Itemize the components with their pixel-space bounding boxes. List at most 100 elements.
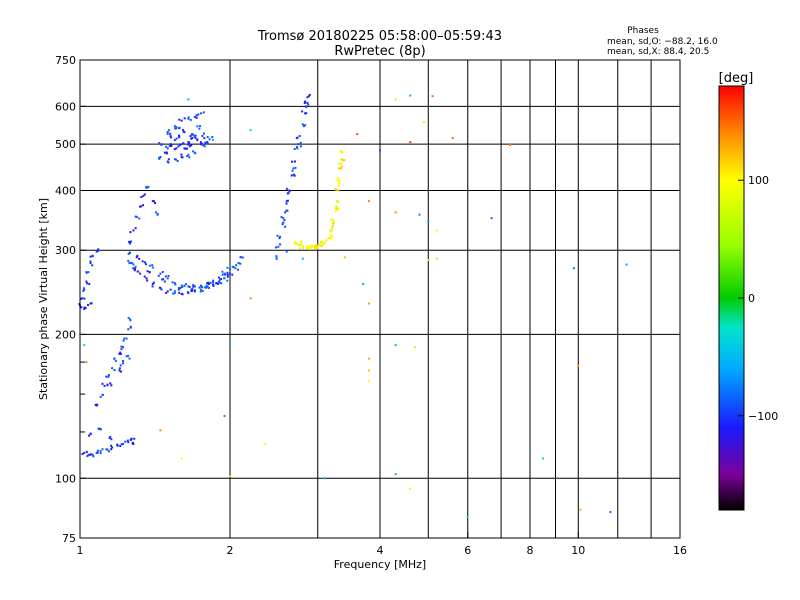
data-point: [187, 98, 190, 101]
data-point: [122, 339, 125, 342]
data-point: [96, 451, 99, 454]
data-point: [189, 135, 192, 138]
data-point: [146, 279, 149, 282]
data-point: [338, 181, 341, 184]
data-point: [305, 247, 308, 250]
data-point: [199, 141, 202, 144]
data-point: [182, 130, 185, 133]
data-point: [123, 337, 126, 340]
data-point: [205, 284, 208, 287]
x-tick-label: 4: [377, 544, 384, 557]
y-axis-label: Stationary phase Virtual Height [km]: [37, 198, 50, 400]
data-point: [113, 357, 116, 360]
data-point: [200, 112, 203, 115]
data-point: [231, 273, 234, 276]
data-point: [335, 205, 338, 208]
y-tick-label: 500: [55, 138, 76, 151]
data-point: [336, 207, 339, 210]
data-point: [322, 243, 325, 246]
data-point: [178, 291, 181, 294]
data-point: [169, 135, 172, 138]
data-point: [186, 147, 189, 150]
data-point: [337, 200, 340, 203]
data-point: [177, 287, 180, 290]
data-point: [263, 442, 266, 445]
data-point: [208, 138, 211, 141]
data-point: [308, 93, 311, 96]
data-point: [113, 369, 116, 372]
data-point: [96, 403, 99, 406]
data-point: [418, 213, 421, 216]
data-point: [151, 282, 154, 285]
data-point: [148, 271, 151, 274]
phase-stats-heading: Phases: [627, 26, 659, 36]
data-point: [146, 270, 149, 273]
data-point: [127, 354, 130, 357]
data-point: [165, 291, 168, 294]
data-point: [572, 267, 575, 270]
data-point: [314, 244, 317, 247]
data-point: [317, 244, 320, 247]
data-point: [143, 261, 146, 264]
data-point: [490, 217, 493, 220]
data-point: [174, 158, 177, 161]
data-point: [329, 234, 332, 237]
data-point: [310, 245, 313, 248]
data-point: [193, 115, 196, 118]
data-point: [99, 450, 102, 453]
y-tick-label: 200: [55, 328, 76, 341]
data-point: [299, 141, 302, 144]
data-point: [151, 266, 154, 269]
data-point: [220, 282, 223, 285]
data-point: [321, 240, 324, 243]
data-point: [188, 156, 191, 159]
data-point: [140, 196, 143, 199]
data-point: [181, 156, 184, 159]
data-point: [167, 274, 170, 277]
data-point: [294, 166, 297, 169]
data-point: [171, 281, 174, 284]
data-point: [167, 129, 170, 132]
colorbar-label: [deg]: [719, 71, 754, 86]
data-point: [206, 135, 209, 138]
data-point: [161, 270, 164, 273]
data-point: [180, 153, 183, 156]
data-point: [193, 290, 196, 293]
data-point: [179, 287, 182, 290]
data-point: [151, 285, 154, 288]
data-point: [279, 235, 282, 238]
data-point: [83, 306, 86, 309]
data-point: [97, 248, 100, 251]
data-point: [122, 346, 125, 349]
data-point: [128, 357, 131, 360]
data-point: [85, 361, 88, 364]
data-point: [308, 247, 311, 250]
data-point: [180, 119, 183, 122]
colorbar-ticks: −100 0 100: [738, 174, 778, 423]
data-point: [226, 279, 229, 282]
data-point: [120, 443, 123, 446]
data-point: [87, 453, 90, 456]
data-point: [197, 113, 200, 116]
data-point: [154, 211, 157, 214]
data-point: [332, 218, 335, 221]
data-point: [183, 117, 186, 120]
data-point: [231, 265, 234, 268]
data-point: [301, 257, 304, 260]
data-point: [293, 174, 296, 177]
data-point: [308, 246, 311, 249]
data-point: [451, 137, 454, 140]
data-point: [316, 247, 319, 250]
data-point: [142, 194, 145, 197]
data-point: [145, 186, 148, 189]
data-point: [284, 225, 287, 228]
data-point: [339, 162, 342, 165]
data-point: [301, 123, 304, 126]
data-point: [211, 136, 214, 139]
y-tick-label: 100: [55, 472, 76, 485]
data-point: [334, 207, 337, 210]
data-point: [332, 220, 335, 223]
data-point: [92, 455, 95, 458]
data-point: [178, 136, 181, 139]
